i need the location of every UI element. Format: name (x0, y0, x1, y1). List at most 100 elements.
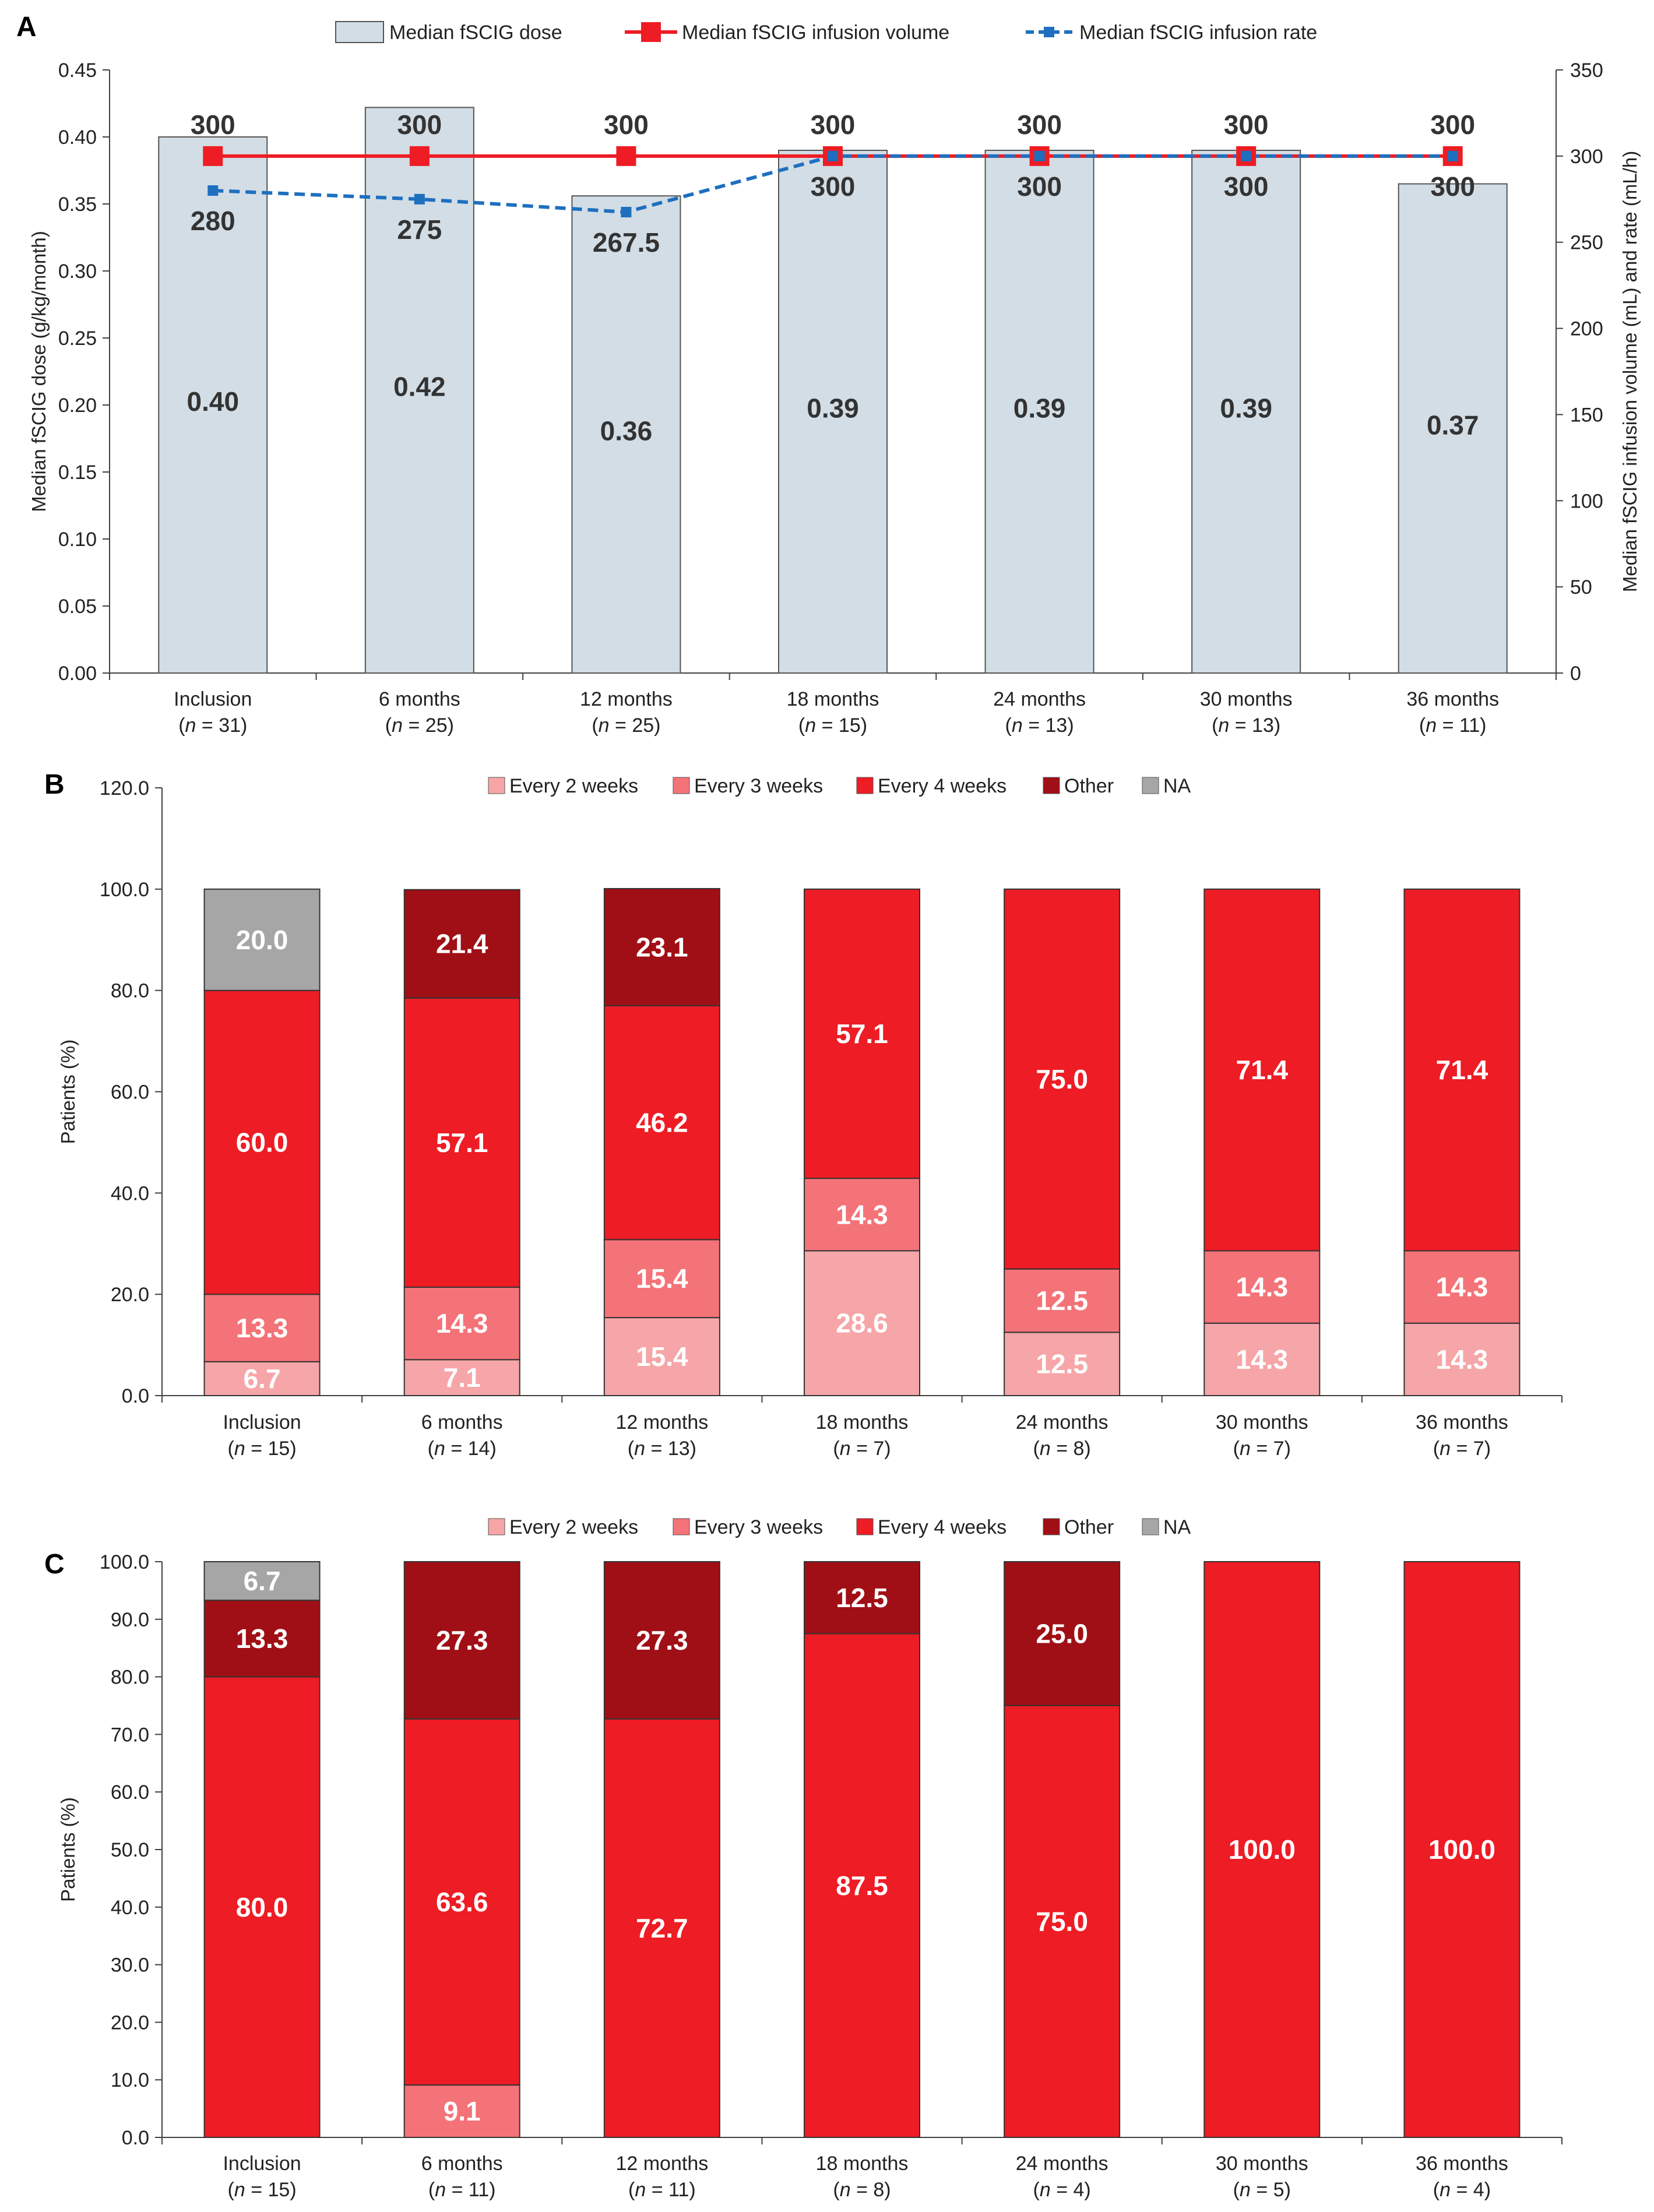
dose-value-label: 0.36 (600, 416, 653, 446)
x-tick-n-label: (n = 25) (592, 714, 660, 737)
segment-value-label: 14.3 (1236, 1344, 1289, 1375)
volume-value-label: 300 (1017, 110, 1062, 140)
y-tick-label: 40.0 (111, 1182, 149, 1204)
segment-value-label: 75.0 (1036, 1907, 1088, 1937)
x-tick-label: Inclusion (174, 688, 252, 710)
x-tick-n-label: (n = 8) (1033, 1438, 1091, 1460)
y2-axis-title: Median fSCIG infusion volume (mL) and ra… (1619, 151, 1641, 592)
legend-swatch (1142, 777, 1159, 794)
legend-swatch (1043, 777, 1060, 794)
x-tick-label: 6 months (421, 1411, 503, 1433)
segment-every-2-weeks (1403, 1322, 1521, 1397)
segment-every-2-weeks (403, 1359, 520, 1396)
segment-value-label: 71.4 (1436, 1055, 1488, 1085)
legend-marker-volume (641, 22, 661, 42)
y-tick-label: 10.0 (111, 2069, 149, 2091)
dose-bar (1398, 183, 1508, 674)
segment-value-label: 6.7 (244, 1364, 281, 1394)
rate-value-label: 275 (397, 214, 442, 245)
y-tick-label: 20.0 (111, 1284, 149, 1306)
y2-tick-label: 150 (1570, 404, 1603, 426)
y-axis-title: Patients (%) (57, 1040, 79, 1144)
x-tick-n-label: (n = 11) (428, 2179, 496, 2201)
segment-value-label: 71.4 (1236, 1055, 1289, 1085)
segment-value-label: 9.1 (444, 2096, 481, 2126)
dose-bar (158, 136, 268, 674)
y-tick-label: 90.0 (111, 1609, 149, 1631)
rate-marker (828, 150, 838, 161)
segment-value-label: 72.7 (636, 1913, 688, 1943)
x-tick-n-label: (n = 15) (228, 1438, 297, 1460)
x-tick-label: 18 months (816, 2153, 909, 2175)
y-tick-label: 0.35 (58, 193, 97, 216)
y-tick-label: 0.10 (58, 529, 97, 551)
segment-value-label: 60.0 (236, 1127, 288, 1157)
segment-every-4-weeks (804, 888, 920, 1179)
legend-label: Other (1064, 775, 1114, 797)
x-tick-n-label: (n = 13) (1005, 714, 1074, 737)
dose-value-label: 0.39 (1013, 393, 1066, 424)
x-tick-label: 36 months (1416, 2153, 1508, 2175)
legend-swatch (488, 1518, 505, 1535)
y-tick-label: 0.0 (122, 2127, 149, 2149)
y2-tick-label: 350 (1570, 59, 1603, 82)
x-tick-n-label: (n = 15) (228, 2179, 297, 2201)
dose-bar (984, 150, 1095, 674)
segment-value-label: 28.6 (836, 1308, 888, 1339)
legend-label: Every 2 weeks (509, 775, 638, 797)
y2-tick-label: 50 (1570, 576, 1592, 598)
y-axis-title: Median fSCIG dose (g/kg/month) (28, 231, 50, 512)
segment-every-4-weeks (403, 997, 520, 1288)
segment-every-4-weeks (804, 1633, 920, 2138)
segment-value-label: 12.5 (1036, 1349, 1088, 1379)
y-tick-label: 80.0 (111, 980, 149, 1002)
x-tick-n-label: (n = 7) (833, 1438, 891, 1460)
x-tick-n-label: (n = 7) (1233, 1438, 1291, 1460)
y2-tick-label: 0 (1570, 663, 1581, 685)
legend-label-volume: Median fSCIG infusion volume (682, 22, 949, 44)
panel-b: B 0.0 20.0 40.0 60.0 80.0 100.0 120.0 Patients (… (44, 769, 1562, 1460)
segment-value-label: 14.3 (1236, 1272, 1289, 1302)
legend-label: Every 4 weeks (878, 1516, 1007, 1538)
segment-value-label: 100.0 (1229, 1834, 1296, 1865)
x-tick-label: 6 months (379, 688, 460, 710)
rate-marker (621, 206, 632, 217)
rate-value-label: 280 (191, 206, 235, 236)
segment-value-label: 13.3 (236, 1313, 288, 1343)
segment-value-label: 6.7 (244, 1566, 281, 1596)
legend-label: Every 2 weeks (509, 1516, 638, 1538)
legend-swatch (488, 777, 505, 794)
legend-label-dose: Median fSCIG dose (389, 22, 562, 44)
segment-every-3-weeks (403, 2084, 520, 2139)
legend-label-rate: Median fSCIG infusion rate (1079, 22, 1317, 44)
volume-value-label: 300 (1224, 110, 1269, 140)
volume-value-label: 300 (604, 110, 649, 140)
rate-marker (207, 185, 219, 196)
panel-c: C 0.0 10.0 20.0 30.0 40.0 50.0 60.0 70.0 80.0 90.0… (44, 1516, 1562, 2201)
segment-value-label: 57.1 (836, 1019, 888, 1049)
x-tick-n-label: (n = 13) (1212, 714, 1280, 737)
panel-label: B (44, 769, 65, 800)
segment-value-label: 14.3 (1436, 1344, 1488, 1375)
segment-value-label: 75.0 (1036, 1064, 1088, 1094)
dose-value-label: 0.39 (807, 393, 859, 424)
segment-every-3-weeks (804, 1178, 920, 1252)
y-tick-label: 0.05 (58, 596, 97, 618)
segment-value-label: 100.0 (1428, 1834, 1495, 1865)
panel-label-a: A (16, 12, 37, 43)
segment-other (403, 1561, 520, 1720)
y2-tick-label: 300 (1570, 146, 1603, 168)
legend: Every 2 weeks Every 3 weeks Every 4 weeks O… (488, 775, 1191, 797)
rate-value-label: 300 (1017, 171, 1062, 202)
dose-bar (1191, 150, 1301, 674)
rate-value-label: 267.5 (593, 227, 660, 258)
x-tick-label: 12 months (615, 1411, 708, 1433)
segment-every-4-weeks (1004, 1705, 1121, 2138)
segment-other (1004, 1561, 1121, 1706)
x-tick-n-label: (n = 5) (1233, 2179, 1291, 2201)
y2-tick-label: 200 (1570, 318, 1603, 340)
segment-every-2-weeks (1004, 1332, 1121, 1397)
segment-value-label: 20.0 (236, 925, 288, 955)
segment-other (603, 1561, 720, 1720)
